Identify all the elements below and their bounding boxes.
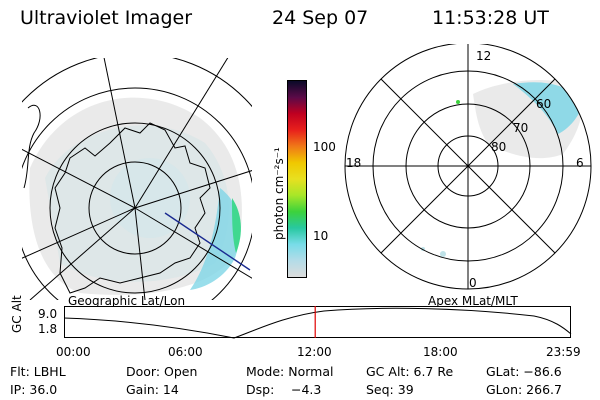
colorbar-gradient xyxy=(288,81,306,277)
timeline-x-tick-0000: 00:00 xyxy=(56,345,91,359)
gain-readout: Gain: 14 xyxy=(126,382,179,397)
geographic-map-panel xyxy=(22,58,252,300)
timeline-x-tick-0600: 06:00 xyxy=(168,345,203,359)
timeline-y-tick-min: 1.8 xyxy=(38,322,58,336)
seq-readout: Seq: 39 xyxy=(366,382,414,397)
image-time: 11:53:28 UT xyxy=(432,7,549,29)
mlt-label-18: 18 xyxy=(346,156,361,170)
mlat-label-60: 60 xyxy=(536,97,551,111)
instrument-title: Ultraviolet Imager xyxy=(20,7,193,29)
colorbar xyxy=(287,80,307,278)
dsp-value: −4.3 xyxy=(291,382,322,397)
mlt-label-12: 12 xyxy=(476,49,491,63)
timeline-y-label: GC Alt xyxy=(10,295,24,333)
mode-readout: Mode: Normal xyxy=(246,364,334,379)
right-panel-caption: Apex MLat/MLT xyxy=(428,294,518,308)
image-date: 24 Sep 07 xyxy=(272,7,369,29)
glon-readout: GLon: 266.7 xyxy=(486,382,562,397)
magnetic-map-panel: 12 18 6 0 60 70 80 xyxy=(344,44,592,290)
dsp-label: Dsp: xyxy=(246,382,275,397)
orbit-altitude-plot xyxy=(64,306,572,339)
uv-emission-image-left xyxy=(29,97,242,295)
glat-readout: GLat: −86.6 xyxy=(486,364,562,379)
mlt-label-6: 6 xyxy=(576,156,584,170)
timeline-y-tick-max: 9.0 xyxy=(38,307,58,321)
altitude-curve xyxy=(64,307,572,339)
door-readout: Door: Open xyxy=(126,364,198,379)
uv-emission-image-right xyxy=(421,79,583,257)
mlt-label-0: 0 xyxy=(469,276,477,290)
gc-alt-readout: GC Alt: 6.7 Re xyxy=(366,364,454,379)
colorbar-tick-100: 100 xyxy=(313,140,336,154)
timeline-x-tick-2359: 23:59 xyxy=(546,345,581,359)
terminator-line xyxy=(164,212,251,271)
timeline-x-tick-1800: 18:00 xyxy=(423,345,458,359)
mlat-label-80: 80 xyxy=(491,140,506,154)
filter-readout: Flt: LBHL xyxy=(10,364,66,379)
timeline-x-tick-1200: 12:00 xyxy=(297,345,332,359)
left-panel-caption: Geographic Lat/Lon xyxy=(68,294,186,308)
colorbar-tick-10: 10 xyxy=(313,229,329,243)
ip-readout: IP: 36.0 xyxy=(10,382,58,397)
mlat-label-70: 70 xyxy=(513,121,528,135)
colorbar-unit-label: photon cm⁻²s⁻¹ xyxy=(272,147,286,240)
